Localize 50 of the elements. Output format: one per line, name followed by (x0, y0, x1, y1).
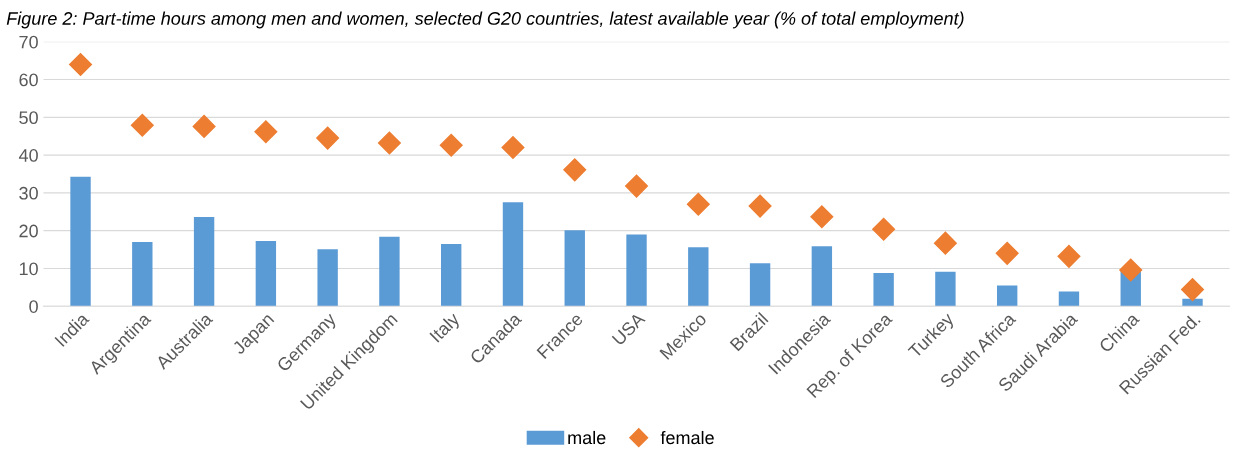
bar (688, 247, 709, 307)
legend-label: male (568, 430, 606, 445)
bar (70, 176, 91, 307)
point (748, 194, 772, 218)
legend-label: female (660, 430, 714, 445)
y-tick-label: 60 (19, 73, 38, 87)
point (686, 192, 710, 216)
bar (317, 249, 338, 307)
bar (379, 236, 400, 307)
bar (132, 242, 153, 307)
point (933, 231, 957, 255)
point (810, 205, 834, 229)
bar (564, 230, 585, 307)
bar (626, 234, 647, 307)
x-tick-label: Italy (428, 311, 464, 346)
y-tick-label: 70 (19, 35, 38, 49)
bar (1182, 298, 1203, 307)
chart-title: Figure 2: Part-time hours among men and women, selected G20 countries, latest available year (% of total employment) (6, 11, 964, 29)
point (439, 133, 463, 157)
bar (441, 243, 462, 307)
point (501, 136, 525, 160)
x-tick-label: USA (611, 311, 646, 346)
point (377, 131, 401, 155)
bar (996, 285, 1018, 307)
point (192, 114, 216, 138)
y-tick-label: 0 (29, 300, 38, 313)
bar (193, 217, 215, 307)
point (1119, 258, 1143, 282)
bar (502, 202, 524, 307)
point (130, 113, 154, 137)
point (1057, 244, 1081, 268)
bar (811, 246, 833, 307)
bar (749, 263, 771, 307)
bar (1058, 291, 1080, 307)
bar (255, 240, 277, 307)
y-tick-label: 30 (19, 186, 38, 200)
point (1181, 278, 1205, 302)
y-tick-label: 10 (19, 262, 38, 276)
bar (873, 272, 894, 307)
point (872, 217, 896, 241)
point (625, 174, 649, 198)
point (563, 158, 587, 182)
point (69, 52, 93, 76)
point (316, 126, 340, 150)
bar (935, 271, 956, 307)
y-tick-label: 20 (19, 224, 38, 238)
y-tick-label: 40 (18, 149, 38, 162)
point (995, 241, 1019, 265)
y-tick-label: 50 (19, 111, 38, 125)
point (254, 120, 278, 144)
